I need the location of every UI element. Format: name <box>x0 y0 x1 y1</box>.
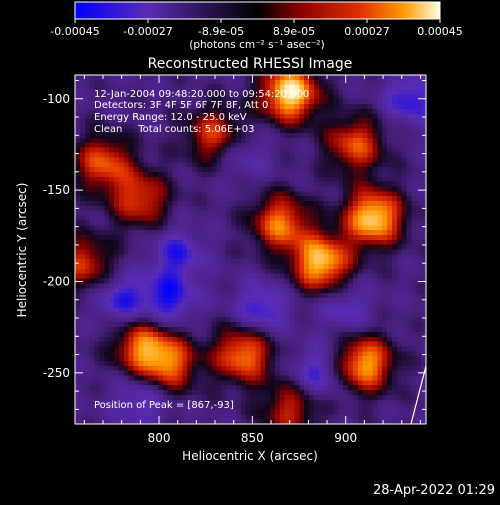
colorbar-frame <box>74 1 441 20</box>
colorbar-unit-label: (photons cm⁻² s⁻¹ asec⁻²) <box>189 39 324 51</box>
y-tick-label: -150 <box>43 183 70 197</box>
x-tick-label: 800 <box>148 431 171 445</box>
x-axis-label: Heliocentric X (arcsec) <box>182 449 318 463</box>
x-tick-label: 850 <box>241 431 264 445</box>
y-axis-label: Heliocentric Y (arcsec) <box>15 183 29 318</box>
y-tick-label: -200 <box>43 274 70 288</box>
colorbar-tick-label: 0.00027 <box>344 25 390 38</box>
energy-range-text: Energy Range: 12.0 - 25.0 keV <box>94 112 247 123</box>
colorbar-tick-label: 8.9e-05 <box>273 25 315 38</box>
method-counts-text: Clean Total counts: 5.06E+03 <box>94 124 254 135</box>
colorbar-ticks: -0.00045 -0.00027 -8.9e-05 8.9e-05 0.00027 0.… <box>50 19 463 38</box>
y-axis: -100 -150 -200 -250 <box>43 79 426 410</box>
observation-info: 12-Jan-2004 09:48:20.000 to 09:54:20.000… <box>94 89 309 135</box>
colorbar-tick-label: -0.00027 <box>123 25 172 38</box>
heatmap-image <box>75 75 426 424</box>
solar-limb-line <box>410 365 427 425</box>
colorbar-gradient <box>75 2 440 19</box>
render-timestamp: 28-Apr-2022 01:29 <box>373 483 495 498</box>
y-tick-label: -250 <box>43 366 70 380</box>
y-tick-label: -100 <box>43 92 70 106</box>
plot-area <box>75 75 426 424</box>
plot-frame <box>74 74 427 425</box>
colorbar-tick-label: 0.00045 <box>417 25 463 38</box>
x-tick-label: 900 <box>334 431 357 445</box>
chart-title: Reconstructed RHESSI Image <box>148 56 353 72</box>
peak-position-text: Position of Peak = [867,-93] <box>94 400 234 411</box>
time-range-text: 12-Jan-2004 09:48:20.000 to 09:54:20.000 <box>94 89 309 100</box>
colorbar: -0.00045 -0.00027 -8.9e-05 8.9e-05 0.00027 0.… <box>50 1 463 51</box>
x-axis: 800 850 900 <box>83 75 421 445</box>
colorbar-tick-label: -8.9e-05 <box>198 25 244 38</box>
detectors-text: Detectors: 3F 4F 5F 6F 7F 8F, Att 0 <box>94 100 268 111</box>
colorbar-tick-label: -0.00045 <box>50 25 99 38</box>
